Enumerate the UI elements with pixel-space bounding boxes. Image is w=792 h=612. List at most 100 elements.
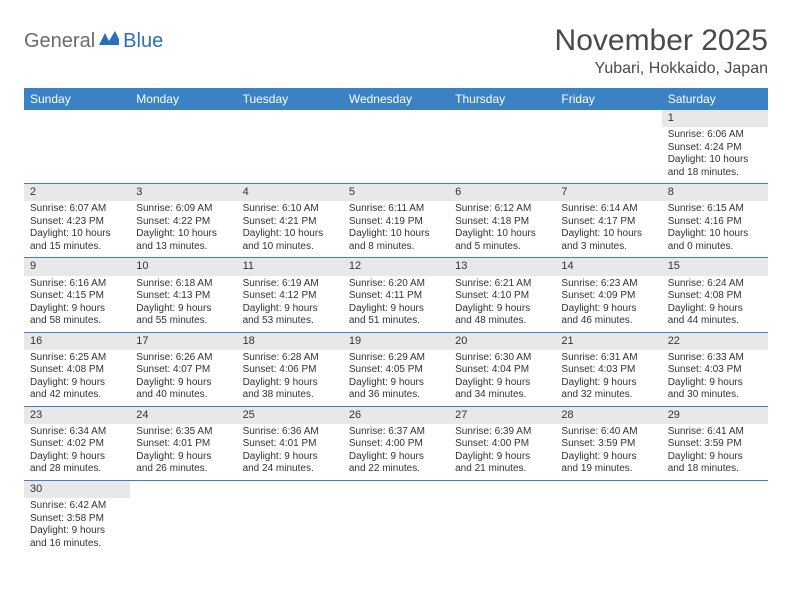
day-details: Sunrise: 6:15 AMSunset: 4:16 PMDaylight:… <box>662 201 768 257</box>
sunrise-text: Sunrise: 6:41 AM <box>668 426 762 439</box>
calendar-row: 1Sunrise: 6:06 AMSunset: 4:24 PMDaylight… <box>24 110 768 184</box>
day-number: 23 <box>24 407 130 424</box>
sunrise-text: Sunrise: 6:12 AM <box>455 203 549 216</box>
sunset-text: Sunset: 4:01 PM <box>136 438 230 451</box>
sunset-text: Sunset: 4:08 PM <box>668 290 762 303</box>
day-number: 30 <box>24 481 130 498</box>
weekday-row: SundayMondayTuesdayWednesdayThursdayFrid… <box>24 88 768 110</box>
day-number <box>555 110 661 127</box>
calendar-cell <box>237 480 343 554</box>
calendar-cell <box>130 480 236 554</box>
sunset-text: Sunset: 4:03 PM <box>668 364 762 377</box>
daylight-text: Daylight: 9 hours and 40 minutes. <box>136 377 230 402</box>
sunset-text: Sunset: 4:22 PM <box>136 216 230 229</box>
daylight-text: Daylight: 9 hours and 44 minutes. <box>668 303 762 328</box>
sunrise-text: Sunrise: 6:15 AM <box>668 203 762 216</box>
day-details: Sunrise: 6:11 AMSunset: 4:19 PMDaylight:… <box>343 201 449 257</box>
day-details: Sunrise: 6:28 AMSunset: 4:06 PMDaylight:… <box>237 350 343 406</box>
sunset-text: Sunset: 4:17 PM <box>561 216 655 229</box>
sunset-text: Sunset: 4:19 PM <box>349 216 443 229</box>
day-number: 6 <box>449 184 555 201</box>
sunrise-text: Sunrise: 6:19 AM <box>243 278 337 291</box>
sunrise-text: Sunrise: 6:35 AM <box>136 426 230 439</box>
sunset-text: Sunset: 4:09 PM <box>561 290 655 303</box>
calendar-row: 2Sunrise: 6:07 AMSunset: 4:23 PMDaylight… <box>24 184 768 258</box>
sunset-text: Sunset: 4:07 PM <box>136 364 230 377</box>
day-number: 4 <box>237 184 343 201</box>
calendar-cell: 2Sunrise: 6:07 AMSunset: 4:23 PMDaylight… <box>24 184 130 258</box>
calendar-cell: 30Sunrise: 6:42 AMSunset: 3:58 PMDayligh… <box>24 480 130 554</box>
calendar-row: 9Sunrise: 6:16 AMSunset: 4:15 PMDaylight… <box>24 258 768 332</box>
sunrise-text: Sunrise: 6:29 AM <box>349 352 443 365</box>
calendar-cell <box>343 110 449 184</box>
daylight-text: Daylight: 9 hours and 36 minutes. <box>349 377 443 402</box>
day-details: Sunrise: 6:30 AMSunset: 4:04 PMDaylight:… <box>449 350 555 406</box>
weekday-header: Tuesday <box>237 88 343 110</box>
calendar-cell: 12Sunrise: 6:20 AMSunset: 4:11 PMDayligh… <box>343 258 449 332</box>
daylight-text: Daylight: 9 hours and 38 minutes. <box>243 377 337 402</box>
day-number: 3 <box>130 184 236 201</box>
sunrise-text: Sunrise: 6:28 AM <box>243 352 337 365</box>
day-number: 10 <box>130 258 236 275</box>
logo: General Blue <box>24 24 163 53</box>
sunrise-text: Sunrise: 6:09 AM <box>136 203 230 216</box>
day-number: 29 <box>662 407 768 424</box>
calendar-cell: 4Sunrise: 6:10 AMSunset: 4:21 PMDaylight… <box>237 184 343 258</box>
day-details: Sunrise: 6:31 AMSunset: 4:03 PMDaylight:… <box>555 350 661 406</box>
calendar-table: SundayMondayTuesdayWednesdayThursdayFrid… <box>24 88 768 554</box>
day-details: Sunrise: 6:16 AMSunset: 4:15 PMDaylight:… <box>24 276 130 332</box>
day-details: Sunrise: 6:41 AMSunset: 3:59 PMDaylight:… <box>662 424 768 480</box>
weekday-header: Monday <box>130 88 236 110</box>
calendar-cell: 15Sunrise: 6:24 AMSunset: 4:08 PMDayligh… <box>662 258 768 332</box>
calendar-cell <box>449 480 555 554</box>
sunset-text: Sunset: 3:59 PM <box>668 438 762 451</box>
daylight-text: Daylight: 10 hours and 18 minutes. <box>668 154 762 179</box>
calendar-cell <box>555 110 661 184</box>
daylight-text: Daylight: 9 hours and 34 minutes. <box>455 377 549 402</box>
calendar-cell <box>662 480 768 554</box>
sunset-text: Sunset: 4:03 PM <box>561 364 655 377</box>
calendar-cell: 25Sunrise: 6:36 AMSunset: 4:01 PMDayligh… <box>237 406 343 480</box>
day-number <box>555 481 661 498</box>
daylight-text: Daylight: 9 hours and 42 minutes. <box>30 377 124 402</box>
sunrise-text: Sunrise: 6:07 AM <box>30 203 124 216</box>
day-number: 21 <box>555 333 661 350</box>
day-number: 13 <box>449 258 555 275</box>
day-number <box>237 110 343 127</box>
sunset-text: Sunset: 4:23 PM <box>30 216 124 229</box>
day-number: 14 <box>555 258 661 275</box>
day-number <box>343 481 449 498</box>
calendar-cell: 14Sunrise: 6:23 AMSunset: 4:09 PMDayligh… <box>555 258 661 332</box>
sunrise-text: Sunrise: 6:39 AM <box>455 426 549 439</box>
sunrise-text: Sunrise: 6:37 AM <box>349 426 443 439</box>
sunset-text: Sunset: 4:08 PM <box>30 364 124 377</box>
sunrise-text: Sunrise: 6:36 AM <box>243 426 337 439</box>
day-details: Sunrise: 6:10 AMSunset: 4:21 PMDaylight:… <box>237 201 343 257</box>
calendar-cell <box>237 110 343 184</box>
sunrise-text: Sunrise: 6:10 AM <box>243 203 337 216</box>
weekday-header: Friday <box>555 88 661 110</box>
day-number: 11 <box>237 258 343 275</box>
day-number <box>130 481 236 498</box>
day-number: 16 <box>24 333 130 350</box>
daylight-text: Daylight: 9 hours and 16 minutes. <box>30 525 124 550</box>
daylight-text: Daylight: 10 hours and 13 minutes. <box>136 228 230 253</box>
weekday-header: Thursday <box>449 88 555 110</box>
day-number <box>449 481 555 498</box>
sunrise-text: Sunrise: 6:16 AM <box>30 278 124 291</box>
logo-text-general: General <box>24 30 95 53</box>
day-details: Sunrise: 6:37 AMSunset: 4:00 PMDaylight:… <box>343 424 449 480</box>
calendar-cell: 8Sunrise: 6:15 AMSunset: 4:16 PMDaylight… <box>662 184 768 258</box>
calendar-body: 1Sunrise: 6:06 AMSunset: 4:24 PMDaylight… <box>24 110 768 554</box>
daylight-text: Daylight: 10 hours and 5 minutes. <box>455 228 549 253</box>
day-number <box>343 110 449 127</box>
sunrise-text: Sunrise: 6:33 AM <box>668 352 762 365</box>
weekday-header: Wednesday <box>343 88 449 110</box>
sunrise-text: Sunrise: 6:14 AM <box>561 203 655 216</box>
day-number <box>24 110 130 127</box>
calendar-cell: 10Sunrise: 6:18 AMSunset: 4:13 PMDayligh… <box>130 258 236 332</box>
calendar-head: SundayMondayTuesdayWednesdayThursdayFrid… <box>24 88 768 110</box>
daylight-text: Daylight: 10 hours and 15 minutes. <box>30 228 124 253</box>
calendar-cell: 11Sunrise: 6:19 AMSunset: 4:12 PMDayligh… <box>237 258 343 332</box>
calendar-cell: 16Sunrise: 6:25 AMSunset: 4:08 PMDayligh… <box>24 332 130 406</box>
